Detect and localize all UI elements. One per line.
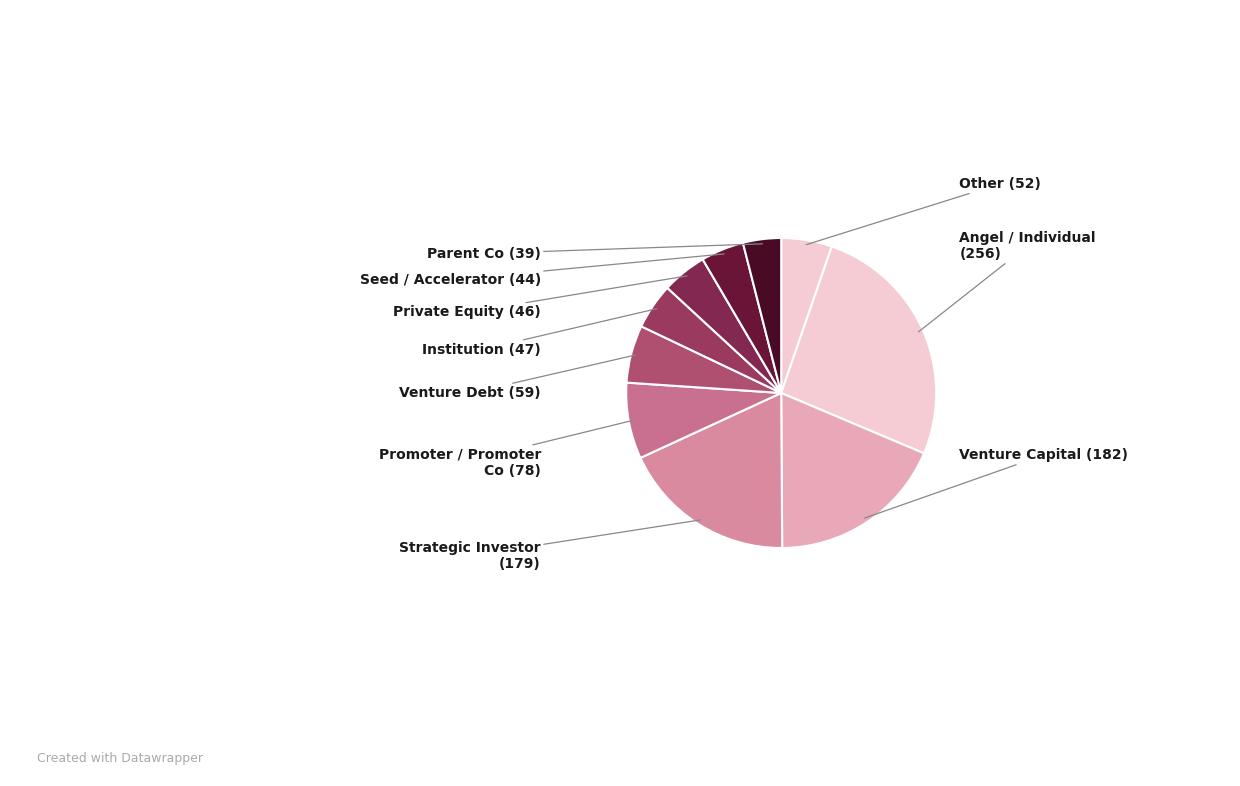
Wedge shape: [781, 247, 936, 454]
Wedge shape: [703, 243, 781, 393]
Wedge shape: [667, 259, 781, 393]
Text: Seed / Accelerator (44): Seed / Accelerator (44): [360, 254, 724, 287]
Text: Institution (47): Institution (47): [422, 309, 657, 357]
Wedge shape: [626, 383, 781, 458]
Text: Other (52): Other (52): [806, 177, 1042, 244]
Text: Parent Co (39): Parent Co (39): [427, 244, 763, 260]
Wedge shape: [640, 393, 782, 548]
Wedge shape: [743, 238, 781, 393]
Text: Venture Debt (59): Venture Debt (59): [399, 355, 636, 400]
Text: Created with Datawrapper: Created with Datawrapper: [37, 752, 203, 766]
Text: Strategic Investor
(179): Strategic Investor (179): [399, 520, 701, 571]
Wedge shape: [781, 393, 924, 548]
Text: Angel / Individual
(256): Angel / Individual (256): [919, 230, 1096, 332]
Wedge shape: [626, 326, 781, 393]
Wedge shape: [641, 288, 781, 393]
Wedge shape: [781, 238, 832, 393]
Text: Promoter / Promoter
Co (78): Promoter / Promoter Co (78): [378, 421, 634, 478]
Text: Private Equity (46): Private Equity (46): [393, 276, 687, 319]
Text: Venture Capital (182): Venture Capital (182): [864, 448, 1128, 518]
